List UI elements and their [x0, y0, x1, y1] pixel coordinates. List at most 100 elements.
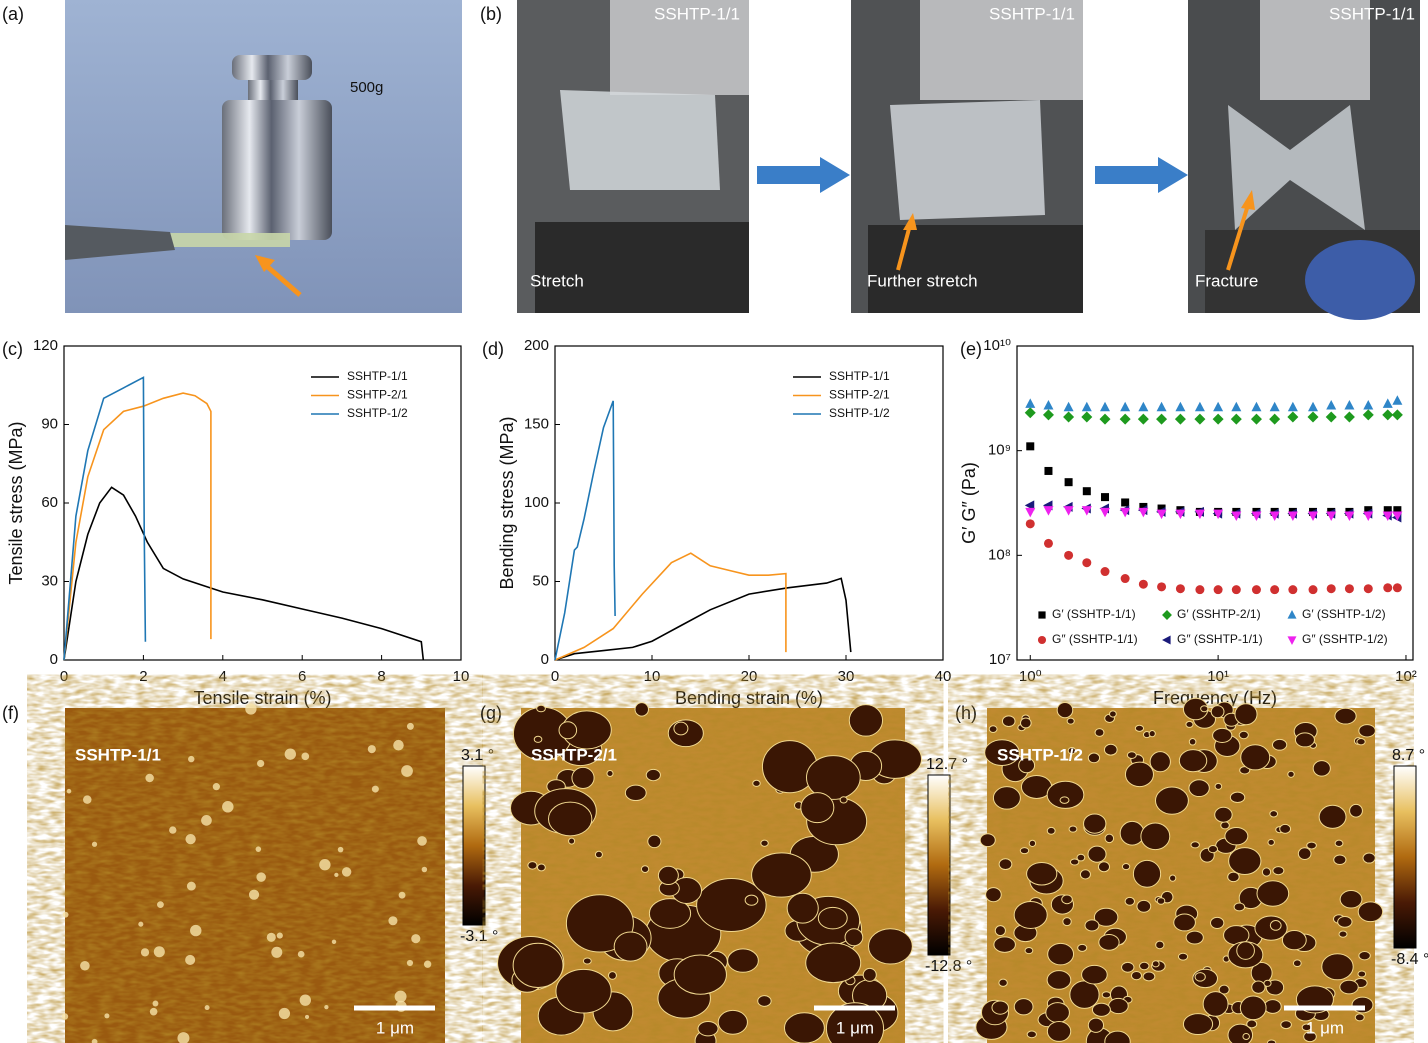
afm-domain [1321, 953, 1354, 981]
marker [1344, 400, 1355, 410]
photo-sample: SSHTP-1/1 [654, 4, 740, 23]
marker [1157, 504, 1166, 513]
afm-domain [1084, 919, 1100, 932]
afm-domain [568, 837, 576, 845]
afm-domain [1130, 970, 1143, 981]
afm-domain [673, 954, 727, 995]
x-tick-label: 6 [298, 668, 306, 685]
afm-domain [1354, 1013, 1365, 1022]
afm-domain [536, 704, 546, 713]
marker [1120, 401, 1131, 412]
afm-domain [1062, 917, 1072, 927]
y-tick-label: 0 [50, 651, 58, 668]
afm-domain [533, 735, 543, 743]
afm-domain [582, 957, 592, 965]
afm-domain [1155, 786, 1189, 815]
marker [1138, 507, 1149, 518]
afm-speck [301, 752, 310, 761]
marker [1119, 413, 1131, 425]
y-tick-label: 10⁸ [988, 546, 1011, 563]
series-line [63, 376, 147, 661]
afm-domain [1091, 1002, 1111, 1017]
afm-domain [1156, 897, 1166, 905]
afm-domain [1190, 841, 1200, 849]
marker [1383, 506, 1392, 515]
afm-domain [1093, 907, 1119, 927]
afm-domain [613, 931, 648, 962]
afm-domain [751, 852, 812, 898]
photo-b [517, 0, 1420, 320]
afm-domain [1077, 943, 1088, 952]
marker [1194, 509, 1205, 520]
marker [1100, 401, 1111, 412]
marker [1138, 401, 1149, 412]
photo-caption: Further stretch [867, 271, 978, 290]
panel-label: (f) [2, 703, 19, 723]
afm-sample: SSHTP-2/1 [531, 745, 617, 764]
weight-label: 500g [350, 79, 383, 96]
afm-speck [337, 846, 344, 853]
afm-domain [1269, 920, 1282, 931]
marker [1344, 511, 1355, 522]
afm-domain [1358, 724, 1376, 738]
marker [1026, 442, 1035, 451]
afm-domain [806, 755, 861, 800]
afm-domain [673, 721, 689, 736]
y-tick-label: 100 [524, 494, 549, 511]
afm-domain [1081, 964, 1108, 985]
panel-label: (h) [955, 703, 977, 723]
afm-speck [145, 773, 154, 783]
afm-domain [1281, 929, 1307, 951]
x-axis-label: Frequency (Hz) [1153, 688, 1277, 708]
afm-domain [1098, 933, 1120, 951]
afm-images: (f) SSHTP-1/1 1 μm 3.1 ° -3.1 ° (g) SSHTP-2/1 1… [2, 697, 1428, 1043]
afm-domain [783, 1012, 825, 1043]
marker [1251, 401, 1262, 412]
photo-caption: Fracture [1195, 271, 1258, 290]
afm-speck [406, 959, 414, 967]
afm-speck [185, 954, 196, 965]
afm-domain [565, 894, 634, 953]
afm-domain [1155, 940, 1165, 950]
afm-domain [1185, 930, 1204, 945]
marker [1363, 511, 1374, 522]
afm-domain [1339, 890, 1363, 909]
afm-speck [186, 881, 196, 891]
afm-speck [80, 960, 90, 971]
afm-speck [334, 872, 339, 878]
marker [1363, 400, 1374, 410]
afm-domain [1028, 839, 1037, 847]
marker [1326, 400, 1337, 410]
afm-domain [1214, 782, 1223, 790]
afm-domain [817, 906, 848, 930]
afm-domain [848, 704, 884, 737]
afm-speck [411, 934, 421, 944]
afm-domain [1188, 779, 1210, 798]
marker [1081, 506, 1092, 516]
afm-domain [844, 928, 864, 947]
afm-domain [786, 892, 819, 924]
marker [1156, 401, 1167, 412]
afm-domain [1109, 710, 1117, 718]
afm-domain [1046, 826, 1056, 835]
afm-domain [606, 769, 614, 778]
legend-label: SSHTP-1/2 [829, 406, 890, 420]
afm-domain [1061, 894, 1073, 905]
marker [1064, 550, 1074, 560]
afm-domain [1220, 821, 1230, 830]
marker [1270, 585, 1280, 595]
x-tick-label: 2 [139, 668, 147, 685]
afm-domain [1349, 803, 1363, 818]
afm-speck [188, 755, 195, 763]
afm-domain [1045, 1002, 1070, 1024]
afm-domain [717, 1009, 748, 1035]
afm-domain [1019, 717, 1032, 729]
afm-domain [1151, 960, 1160, 968]
marker [1287, 401, 1298, 412]
afm-speck [331, 939, 337, 945]
marker [1157, 582, 1167, 592]
afm-domain [1024, 947, 1034, 955]
legend-label: SSHTP-1/2 [347, 406, 408, 420]
afm-domain [1124, 896, 1136, 906]
colorbar-max: 8.7 ° [1392, 747, 1425, 764]
